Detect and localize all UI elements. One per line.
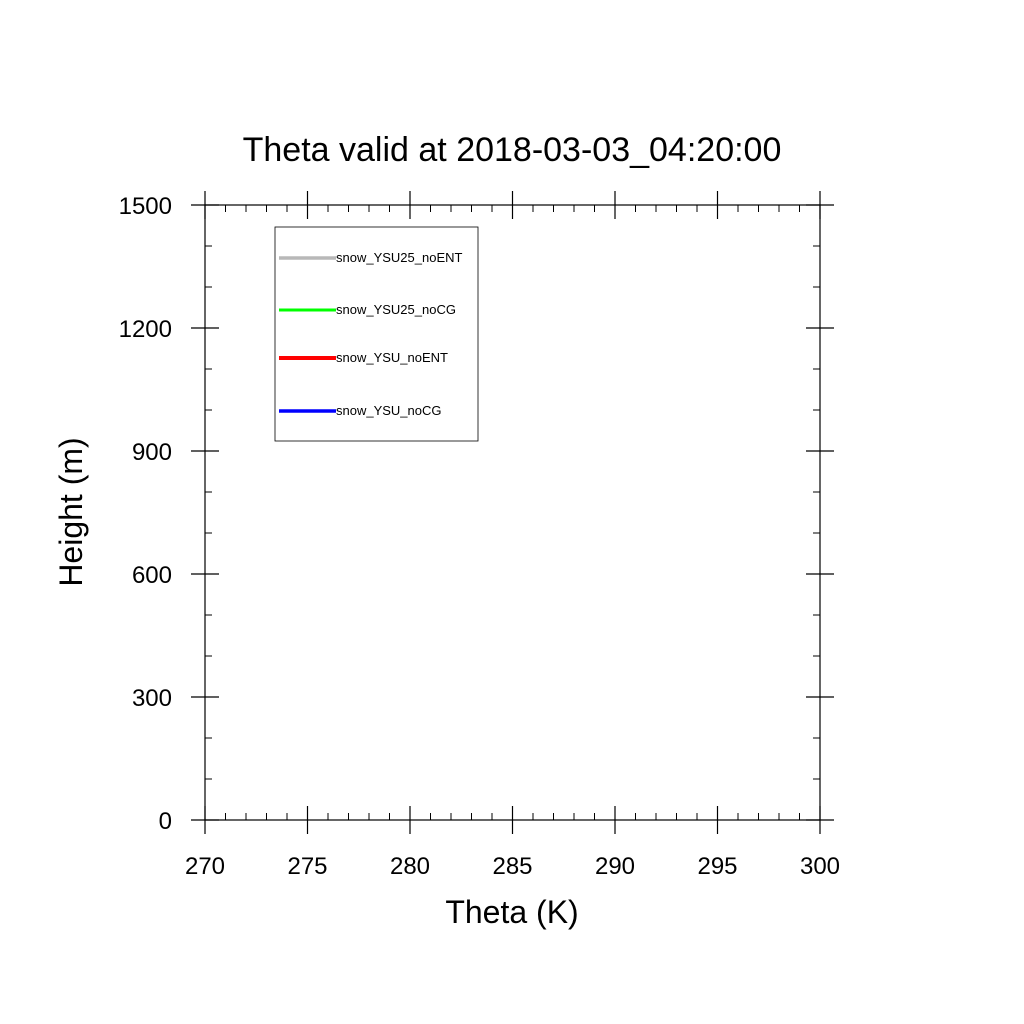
legend-label-snow_YSU25_noENT: snow_YSU25_noENT bbox=[336, 250, 463, 265]
y-axis-label: Height (m) bbox=[53, 437, 89, 586]
legend-box bbox=[274, 226, 479, 442]
legend-label-snow_YSU25_noCG: snow_YSU25_noCG bbox=[336, 302, 456, 317]
x-tick-label: 300 bbox=[800, 853, 840, 880]
axes-layer: 270 275 280 285 290 295 300 0 300 600 900 1200 1500 bbox=[119, 191, 840, 880]
y-tick-label: 900 bbox=[132, 439, 172, 466]
legend: snow_YSU25_noENT snow_YSU25_noCG snow_YSU_… bbox=[274, 226, 479, 442]
x-tick-label: 275 bbox=[287, 853, 327, 880]
legend-label-snow_YSU_noENT: snow_YSU_noENT bbox=[336, 350, 448, 365]
x-tick-label: 290 bbox=[595, 853, 635, 880]
x-axis-label: Theta (K) bbox=[445, 894, 578, 930]
legend-label-snow_YSU_noCG: snow_YSU_noCG bbox=[336, 403, 442, 418]
y-tick-label: 0 bbox=[159, 808, 172, 835]
x-tick-label: 295 bbox=[697, 853, 737, 880]
y-tick-label: 1200 bbox=[119, 316, 172, 343]
y-tick-label: 300 bbox=[132, 685, 172, 712]
y-tick-label: 600 bbox=[132, 562, 172, 589]
x-tick-label: 280 bbox=[390, 853, 430, 880]
x-tick-label: 285 bbox=[492, 853, 532, 880]
x-tick-label: 270 bbox=[185, 853, 225, 880]
y-tick-label: 1500 bbox=[119, 193, 172, 220]
chart-title: Theta valid at 2018-03-03_04:20:00 bbox=[243, 131, 782, 169]
